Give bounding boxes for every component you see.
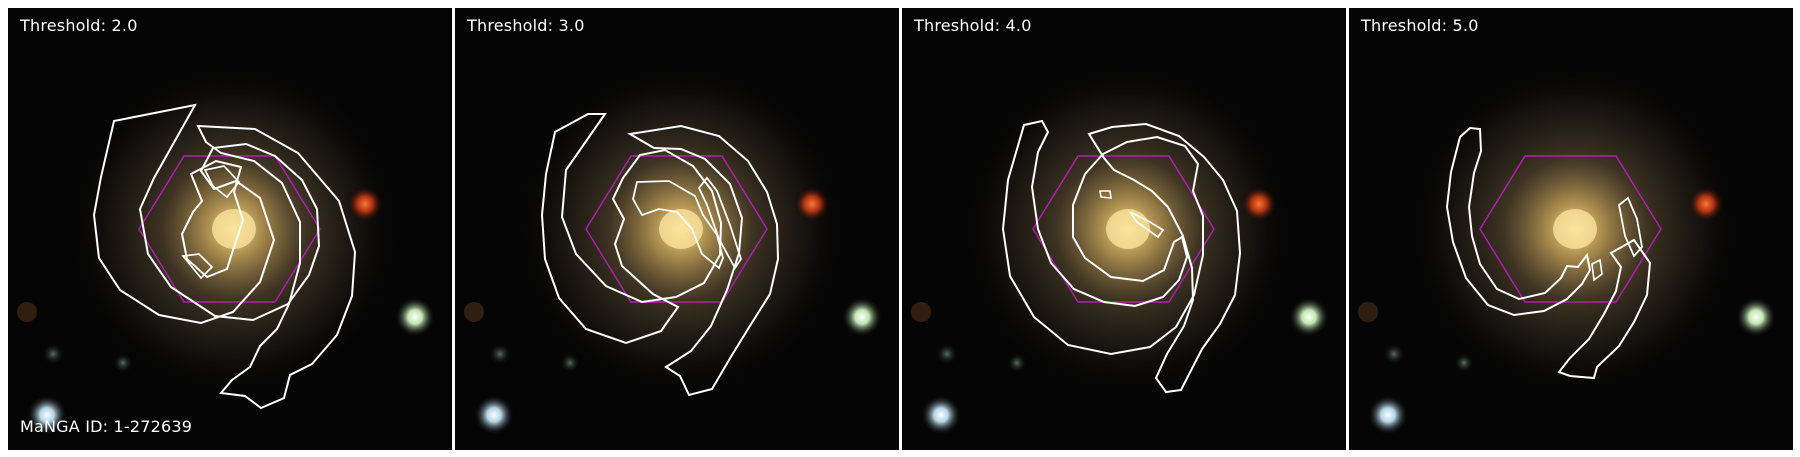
galaxy-id-label: MaNGA ID: 1-272639 <box>20 417 193 436</box>
panel-threshold-4: Threshold: 4.0 <box>902 8 1346 450</box>
panel-threshold-3: Threshold: 3.0 <box>455 8 899 450</box>
panel-title: Threshold: 4.0 <box>914 16 1032 35</box>
panel-threshold-2: Threshold: 2.0 MaNGA ID: 1-272639 <box>8 8 452 450</box>
panel-threshold-5: Threshold: 5.0 <box>1349 8 1793 450</box>
galaxy-image <box>1349 8 1793 450</box>
panel-title: Threshold: 5.0 <box>1361 16 1479 35</box>
galaxy-image <box>8 8 452 450</box>
galaxy-image <box>902 8 1346 450</box>
galaxy-image <box>455 8 899 450</box>
panel-title: Threshold: 3.0 <box>467 16 585 35</box>
panel-title: Threshold: 2.0 <box>20 16 138 35</box>
